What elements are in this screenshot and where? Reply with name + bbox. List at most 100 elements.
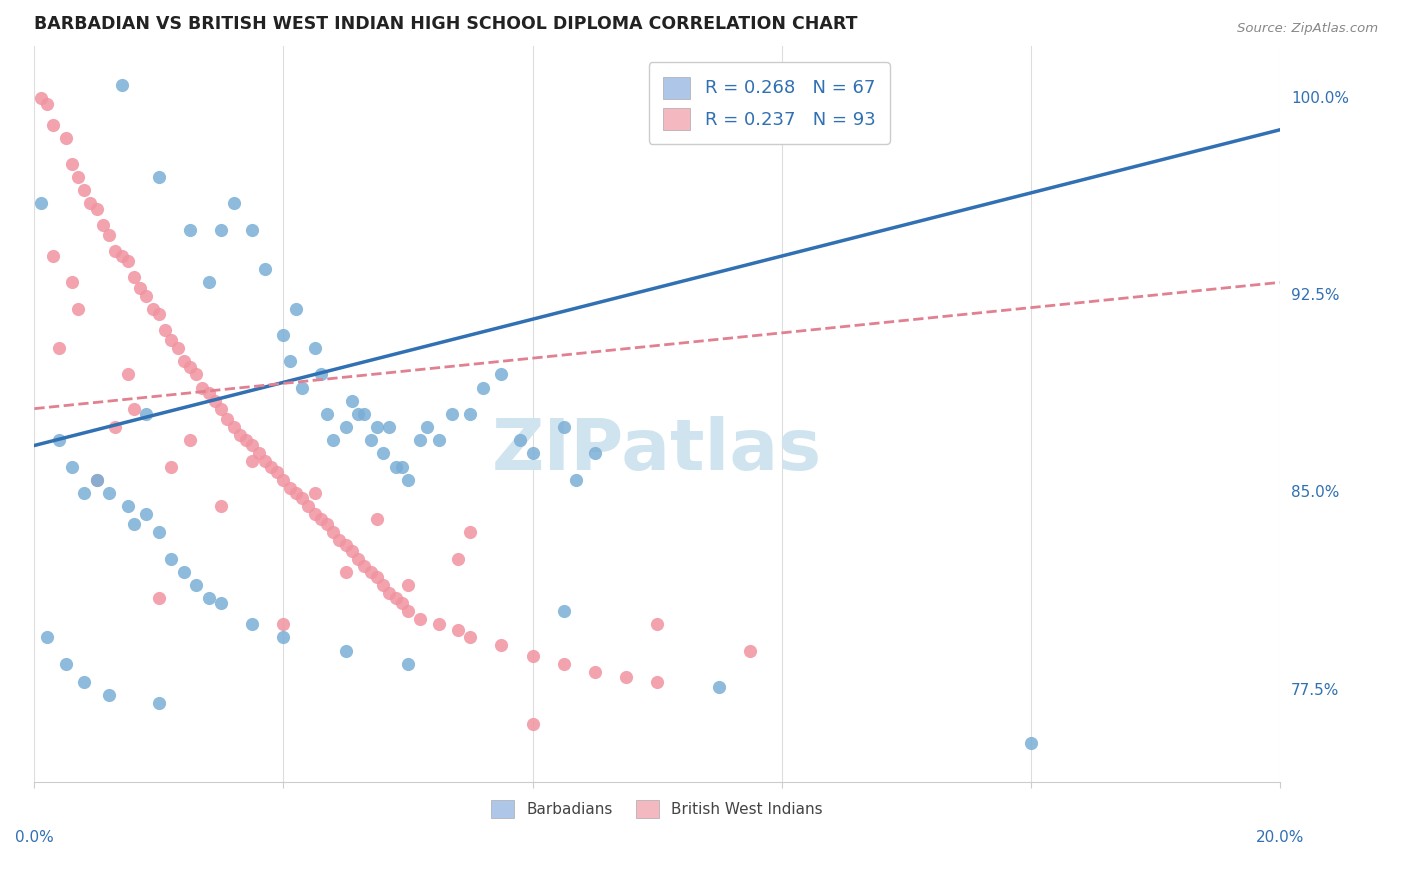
Point (391, 596, 413, 610)
Point (179, 359, 201, 374)
Point (328, 533, 350, 548)
Point (316, 517, 339, 532)
Point (340, 393, 363, 408)
Point (297, 499, 319, 513)
Point (583, 665, 606, 679)
Point (335, 565, 357, 579)
Point (522, 648, 544, 663)
Point (304, 507, 326, 521)
Point (235, 434, 257, 448)
Point (247, 446, 270, 460)
Point (614, 670, 637, 684)
Point (217, 412, 239, 426)
Point (309, 368, 332, 382)
Point (415, 420, 437, 434)
Point (353, 559, 375, 574)
Point (222, 420, 245, 434)
Point (447, 623, 470, 637)
Point (335, 538, 357, 552)
Point (166, 341, 188, 355)
Point (335, 420, 357, 434)
Point (209, 223, 232, 237)
Point (335, 643, 357, 657)
Point (135, 407, 157, 421)
Point (384, 591, 406, 605)
Point (117, 368, 139, 382)
Point (148, 170, 170, 185)
Point (366, 420, 388, 434)
Point (396, 657, 419, 671)
Point (427, 617, 450, 632)
Point (471, 381, 494, 395)
Point (553, 604, 575, 618)
Point (35, 631, 58, 645)
Point (458, 407, 481, 421)
Point (135, 507, 157, 521)
Text: 100.0%: 100.0% (1291, 91, 1348, 106)
Point (304, 341, 326, 355)
Point (60, 276, 83, 290)
Text: 85.0%: 85.0% (1291, 485, 1339, 500)
Point (371, 578, 394, 592)
Point (322, 525, 344, 540)
Point (522, 446, 544, 460)
Text: 20.0%: 20.0% (1256, 830, 1303, 845)
Point (253, 454, 276, 468)
Point (73, 485, 96, 500)
Point (104, 420, 127, 434)
Point (553, 420, 575, 434)
Point (110, 249, 132, 263)
Point (340, 543, 363, 558)
Point (148, 525, 170, 540)
Point (440, 407, 463, 421)
Point (79, 196, 101, 211)
Point (1019, 736, 1042, 750)
Point (458, 631, 481, 645)
Point (186, 368, 208, 382)
Point (179, 434, 201, 448)
Point (291, 381, 314, 395)
Point (316, 407, 339, 421)
Point (122, 517, 145, 532)
Point (240, 223, 263, 237)
Point (409, 434, 432, 448)
Point (371, 446, 394, 460)
Point (98, 485, 121, 500)
Point (153, 323, 176, 337)
Point (645, 617, 668, 632)
Point (553, 657, 575, 671)
Point (42, 118, 65, 132)
Legend: Barbadians, British West Indians: Barbadians, British West Indians (484, 792, 831, 826)
Point (278, 481, 301, 495)
Point (291, 491, 314, 505)
Point (273, 617, 295, 632)
Point (304, 485, 326, 500)
Point (73, 675, 96, 690)
Point (222, 196, 245, 211)
Point (135, 288, 157, 302)
Point (266, 465, 288, 479)
Point (148, 307, 170, 321)
Point (360, 565, 382, 579)
Point (384, 459, 406, 474)
Point (583, 446, 606, 460)
Point (396, 473, 419, 487)
Point (447, 551, 470, 566)
Point (197, 591, 219, 605)
Point (353, 407, 375, 421)
Point (273, 631, 295, 645)
Point (491, 639, 513, 653)
Point (66, 301, 89, 316)
Point (86, 202, 108, 216)
Point (122, 270, 145, 285)
Point (565, 473, 588, 487)
Point (240, 438, 263, 452)
Point (122, 401, 145, 416)
Text: Source: ZipAtlas.com: Source: ZipAtlas.com (1237, 22, 1378, 36)
Point (55, 657, 77, 671)
Point (117, 254, 139, 268)
Point (709, 681, 731, 695)
Point (186, 578, 208, 592)
Point (55, 130, 77, 145)
Point (204, 393, 226, 408)
